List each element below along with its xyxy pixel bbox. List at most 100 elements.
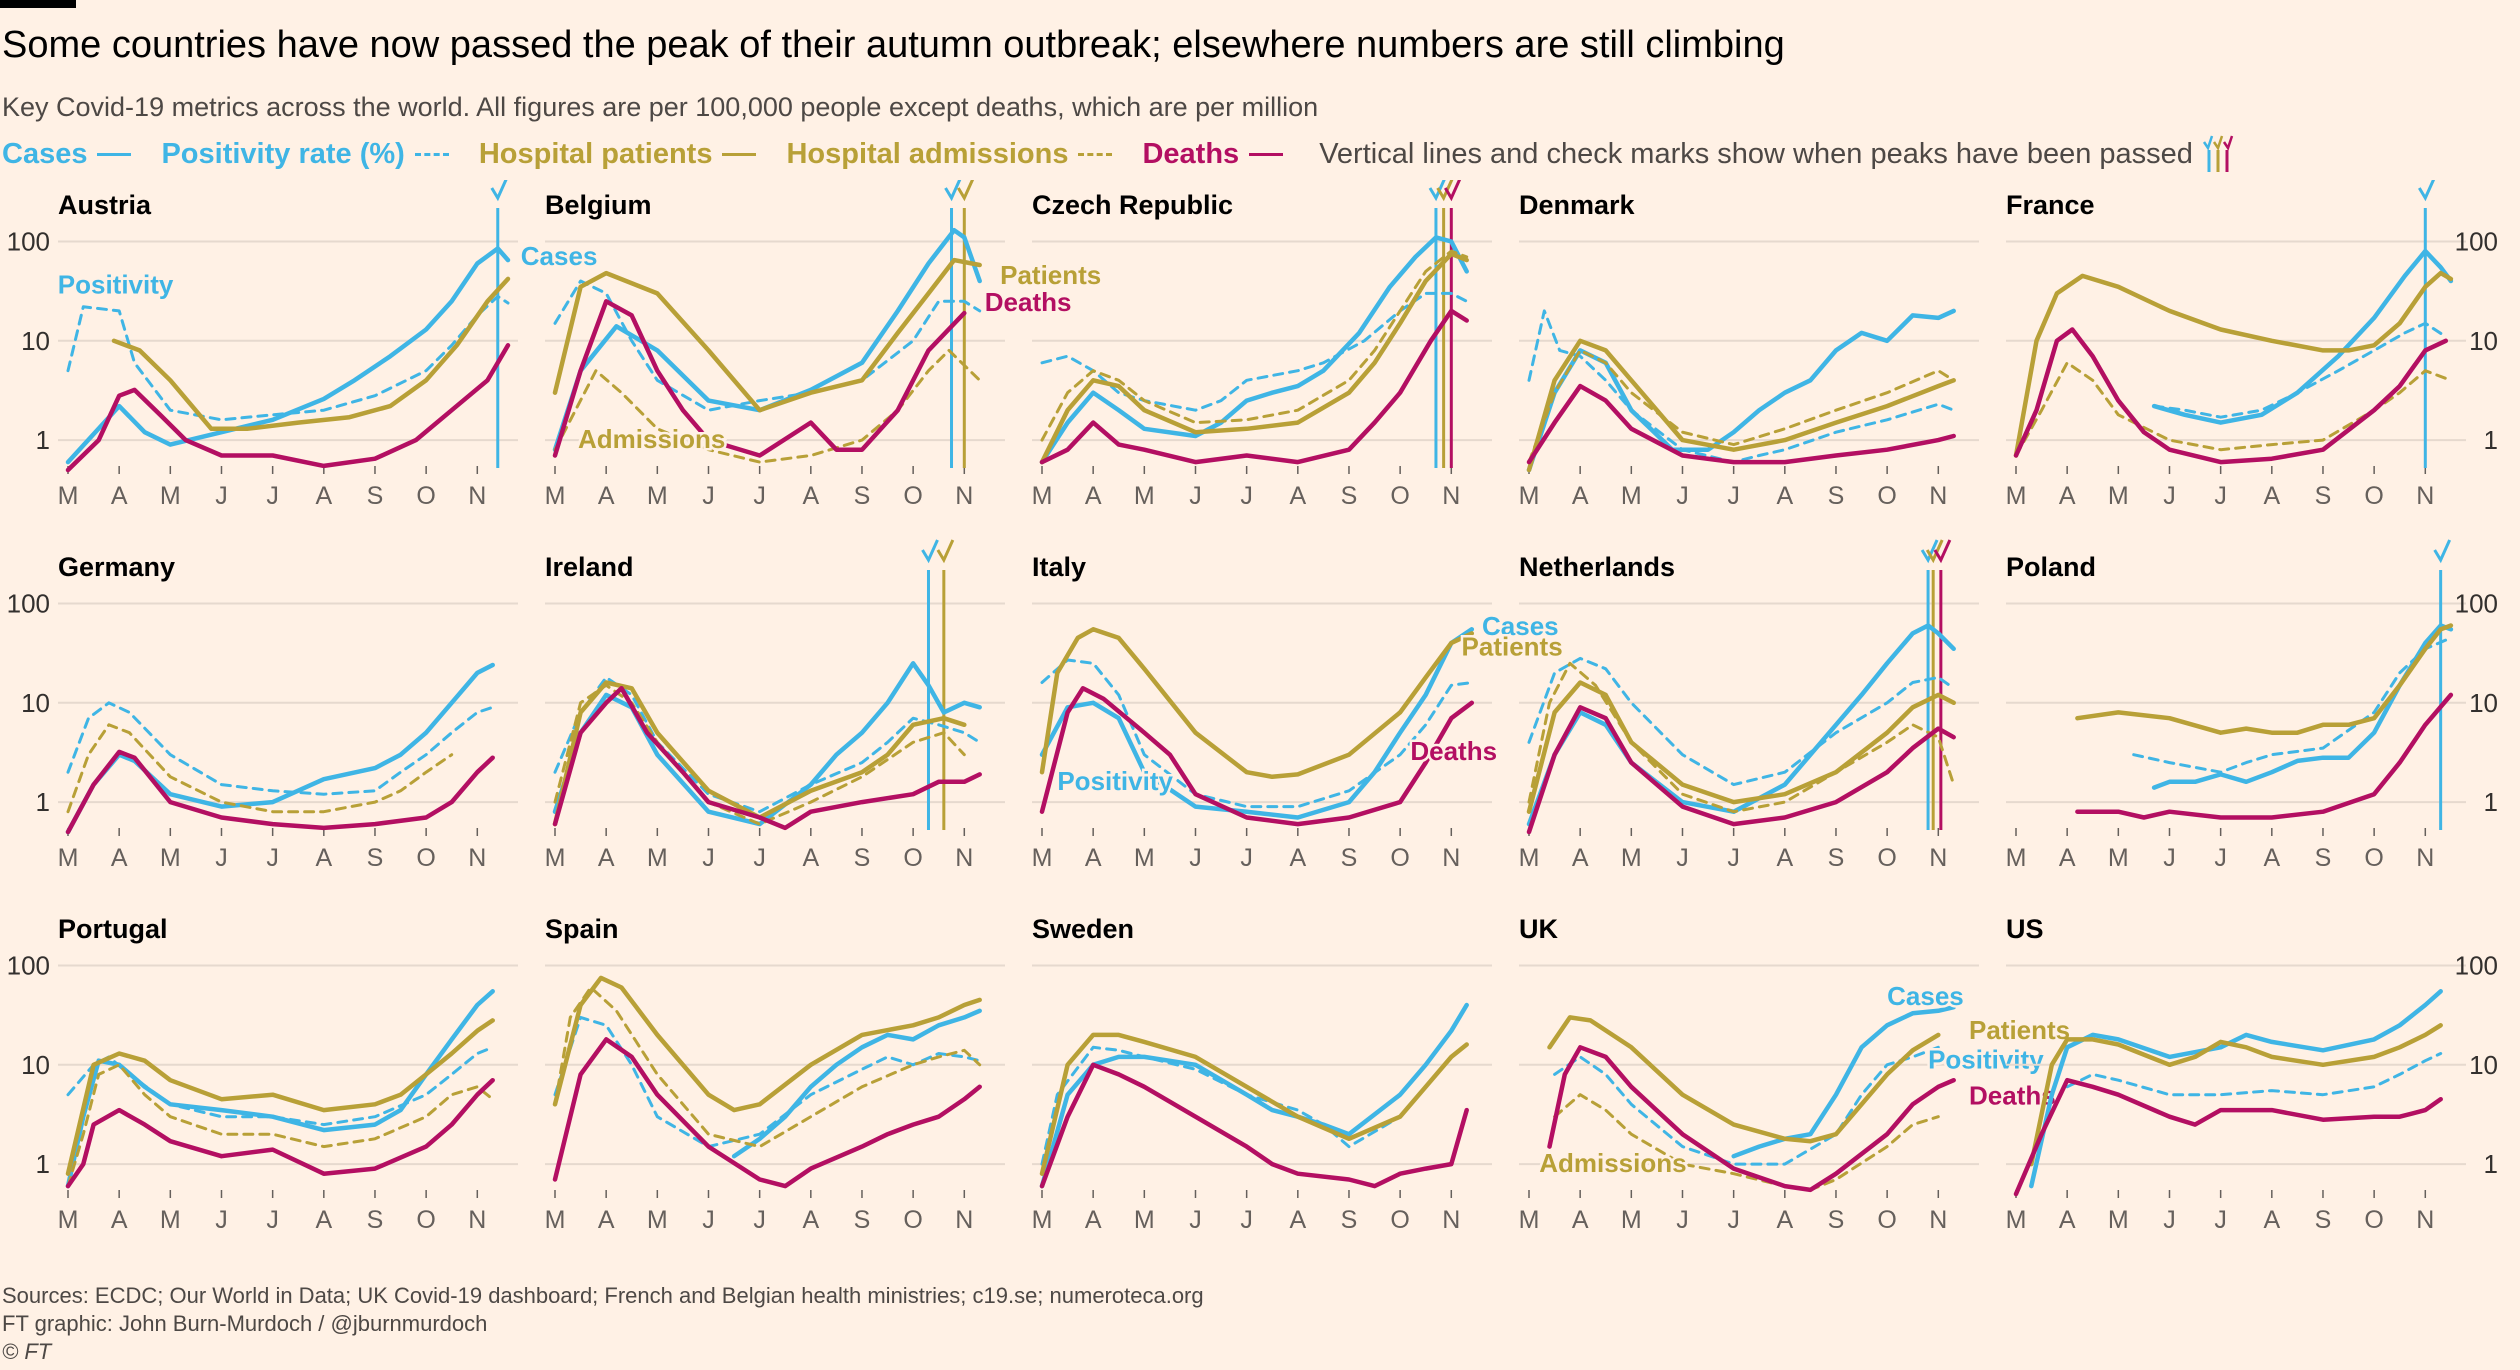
legend-swatch bbox=[1078, 152, 1113, 156]
x-tick-label: A bbox=[2263, 844, 2280, 872]
x-tick-label: O bbox=[903, 844, 922, 872]
peak-check-icon bbox=[1925, 539, 1944, 564]
peak-check-icon bbox=[1920, 539, 1939, 564]
peak-check-icon bbox=[921, 539, 939, 564]
series-line-deaths bbox=[552, 1037, 982, 1189]
x-tick-label: A bbox=[1572, 482, 1589, 510]
x-tick-label: S bbox=[1828, 844, 1845, 872]
ft-brand-bar bbox=[0, 0, 76, 8]
legend-swatch bbox=[414, 152, 449, 156]
x-tick-label: N bbox=[955, 482, 973, 510]
x-tick-label: M bbox=[58, 844, 79, 872]
x-tick-label: S bbox=[1341, 1206, 1358, 1234]
series-line-positivity bbox=[553, 1015, 982, 1149]
series-annotation: Cases bbox=[1482, 611, 1559, 641]
x-tick-label: A bbox=[598, 844, 615, 872]
series-line-patients bbox=[1547, 1015, 1941, 1144]
series-line-patients bbox=[552, 975, 982, 1113]
x-tick-label: M bbox=[1519, 1206, 1540, 1234]
x-tick-label: M bbox=[1621, 844, 1642, 872]
x-tick-label: A bbox=[111, 1206, 128, 1234]
x-tick-label: J bbox=[753, 482, 766, 510]
peak-check-icon bbox=[2433, 539, 2452, 564]
x-tick-label: N bbox=[468, 1206, 486, 1234]
x-tick-label: J bbox=[2214, 1206, 2227, 1234]
x-tick-label: A bbox=[802, 1206, 819, 1234]
series-line-cases bbox=[65, 662, 495, 835]
panel-title: Sweden bbox=[1032, 914, 1134, 944]
series-line-deaths bbox=[1039, 1062, 1469, 1189]
x-tick-label: M bbox=[1134, 1206, 1155, 1234]
series-line-positivity bbox=[553, 675, 982, 814]
x-tick-label: M bbox=[1621, 482, 1642, 510]
series-line-patients bbox=[552, 257, 982, 413]
x-tick-label: J bbox=[1240, 482, 1253, 510]
panel-germany: 1 10 100 M A M J J A S O N Germany bbox=[7, 552, 518, 872]
x-tick-label: M bbox=[160, 1206, 181, 1234]
series-line-admissions bbox=[1527, 661, 1956, 814]
x-tick-label: A bbox=[1085, 1206, 1102, 1234]
panel-austria: 1 10 100 M A M J J A S O N Austria Cases Positivity bbox=[7, 180, 600, 510]
chart-title: Some countries have now passed the peak … bbox=[2, 24, 1785, 66]
x-tick-label: A bbox=[2059, 1206, 2076, 1234]
series-annotation: Cases bbox=[1887, 981, 1964, 1011]
x-tick-label: J bbox=[215, 1206, 228, 1234]
x-tick-label: J bbox=[1727, 482, 1740, 510]
x-tick-label: S bbox=[2315, 1206, 2332, 1234]
series-annotation: Patients bbox=[1969, 1015, 2070, 1045]
panel-portugal: 1 10 100 M A M J J A S O N Portugal bbox=[7, 914, 518, 1234]
series-line-patients bbox=[65, 1018, 495, 1176]
x-tick-label: N bbox=[2416, 1206, 2434, 1234]
x-tick-label: A bbox=[1289, 844, 1306, 872]
panel-france: 1 10 100 M A M J J A S O N France bbox=[2006, 180, 2498, 510]
series-line-cases bbox=[65, 246, 511, 465]
x-tick-label: J bbox=[702, 844, 715, 872]
y-tick-label: 1 bbox=[36, 1149, 50, 1179]
x-tick-label: J bbox=[1727, 1206, 1740, 1234]
chart-subtitle: Key Covid-19 metrics across the world. A… bbox=[2, 92, 1319, 122]
legend-label: Cases bbox=[2, 137, 88, 170]
peak-marker-icon bbox=[2202, 135, 2234, 172]
panel-title: France bbox=[2006, 190, 2095, 220]
series-line-cases bbox=[2151, 248, 2454, 425]
x-tick-label: M bbox=[1621, 1206, 1642, 1234]
x-tick-label: M bbox=[647, 1206, 668, 1234]
x-tick-label: A bbox=[802, 844, 819, 872]
y-tick-label: 10 bbox=[21, 1050, 50, 1080]
x-tick-label: N bbox=[1929, 482, 1947, 510]
series-line-positivity bbox=[1553, 1045, 1940, 1166]
series-line-patients bbox=[111, 276, 511, 432]
series-line-patients bbox=[2029, 1023, 2443, 1167]
series-line-patients bbox=[2075, 623, 2454, 735]
y-tick-label: 1 bbox=[2484, 1149, 2498, 1179]
x-tick-label: M bbox=[160, 844, 181, 872]
x-tick-label: A bbox=[1289, 482, 1306, 510]
x-tick-label: J bbox=[1727, 844, 1740, 872]
legend-item-patients: Hospital patients bbox=[479, 138, 757, 171]
x-tick-label: O bbox=[1390, 482, 1409, 510]
x-tick-label: O bbox=[1877, 1206, 1896, 1234]
panel-denmark: M A M J J A S O N Denmark bbox=[1519, 190, 1979, 510]
panel-title: Ireland bbox=[545, 552, 634, 582]
x-tick-label: N bbox=[1929, 844, 1947, 872]
x-tick-label: S bbox=[1341, 482, 1358, 510]
series-line-cases bbox=[1039, 235, 1469, 465]
series-line-positivity bbox=[2152, 321, 2448, 419]
credit-note: FT graphic: John Burn-Murdoch / @jburnmu… bbox=[2, 1311, 488, 1336]
x-tick-label: M bbox=[545, 844, 566, 872]
y-tick-label: 1 bbox=[36, 425, 50, 455]
x-tick-label: N bbox=[1929, 1206, 1947, 1234]
x-tick-label: J bbox=[1189, 482, 1202, 510]
panel-title: US bbox=[2006, 914, 2044, 944]
x-tick-label: S bbox=[1828, 1206, 1845, 1234]
x-tick-label: A bbox=[1085, 482, 1102, 510]
x-tick-label: O bbox=[1877, 844, 1896, 872]
x-tick-label: O bbox=[2364, 482, 2383, 510]
x-tick-label: A bbox=[315, 1206, 332, 1234]
x-tick-label: A bbox=[111, 844, 128, 872]
x-tick-label: N bbox=[1442, 482, 1460, 510]
series-line-cases bbox=[1526, 308, 1956, 473]
series-annotation: Positivity bbox=[1057, 766, 1173, 796]
series-line-cases bbox=[1526, 623, 1956, 827]
